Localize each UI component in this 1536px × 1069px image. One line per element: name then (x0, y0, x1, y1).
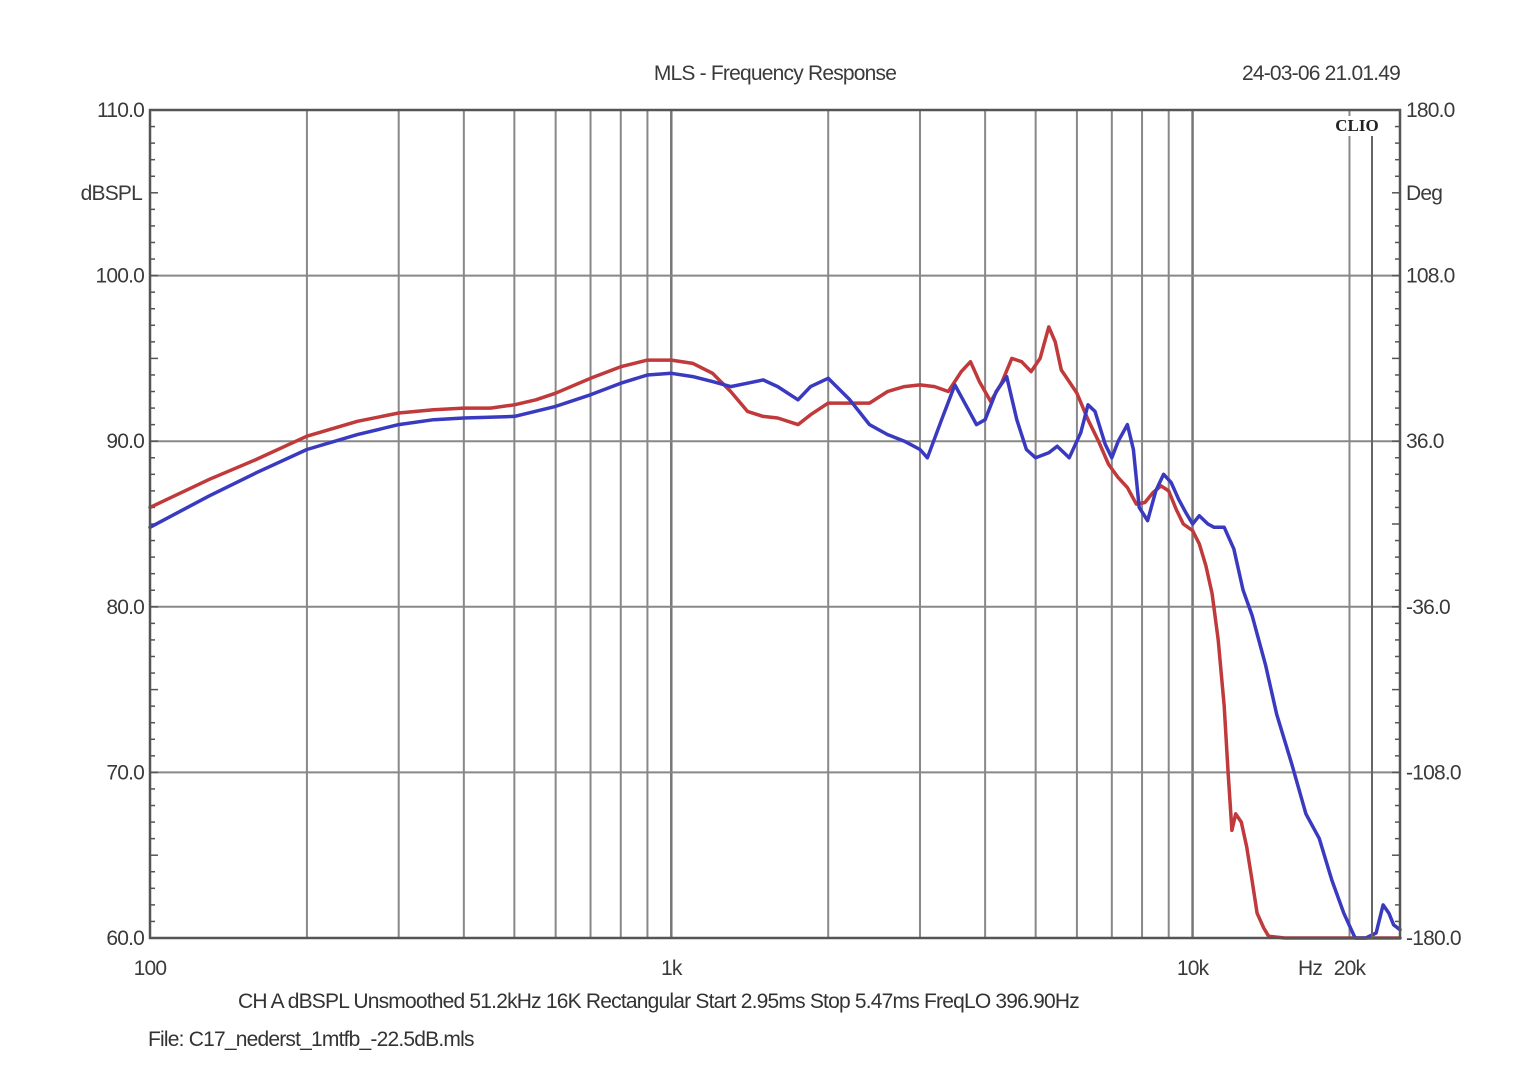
axis-ticks (150, 125, 1400, 923)
y-tick-label-right: 180.0 (1406, 99, 1455, 122)
x-tick-label: 20k (1334, 957, 1367, 980)
clio-logo: CLIO (1328, 116, 1386, 938)
x-tick-label: 1k (661, 957, 683, 980)
clio-logo-text: CLIO (1335, 116, 1378, 135)
plot-frame (148, 108, 1402, 940)
chart-timestamp: 24-03-06 21.01.49 (1242, 62, 1400, 85)
series-line-2 (148, 371, 1402, 940)
y-tick-label-left: 70.0 (106, 761, 144, 784)
measurement-settings: CH A dBSPL Unsmoothed 51.2kHz 16K Rectan… (238, 990, 1080, 1013)
y-tick-label-left: 60.0 (106, 927, 144, 950)
y-tick-label-left: 100.0 (95, 265, 144, 288)
grid (150, 110, 1400, 938)
x-axis-unit: Hz (1298, 957, 1322, 980)
y-tick-label-right: -108.0 (1406, 761, 1461, 784)
y-tick-label-left: 80.0 (106, 596, 144, 619)
series-line-1 (148, 325, 1402, 940)
chart-title: MLS - Frequency Response (654, 62, 896, 85)
y-tick-label-right: -180.0 (1406, 927, 1461, 950)
series-layer (148, 325, 1402, 940)
x-tick-label: 100 (134, 957, 167, 980)
y-tick-label-right: 108.0 (1406, 265, 1455, 288)
y-axis-unit-right: Deg (1406, 182, 1442, 205)
y-tick-label-right: -36.0 (1406, 596, 1450, 619)
y-axis-unit-left: dBSPL (81, 182, 142, 205)
y-tick-label-left: 110.0 (97, 99, 144, 122)
x-tick-label: 10k (1177, 957, 1210, 980)
y-tick-label-left: 90.0 (106, 430, 144, 453)
axis-labels: 110.0 100.0 90.0 80.0 70.0 60.0 180.0 108.0 36.0… (95, 99, 1461, 980)
y-tick-label-right: 36.0 (1406, 430, 1444, 453)
file-name: File: C17_nederst_1mtfb_-22.5dB.mls (148, 1028, 474, 1051)
